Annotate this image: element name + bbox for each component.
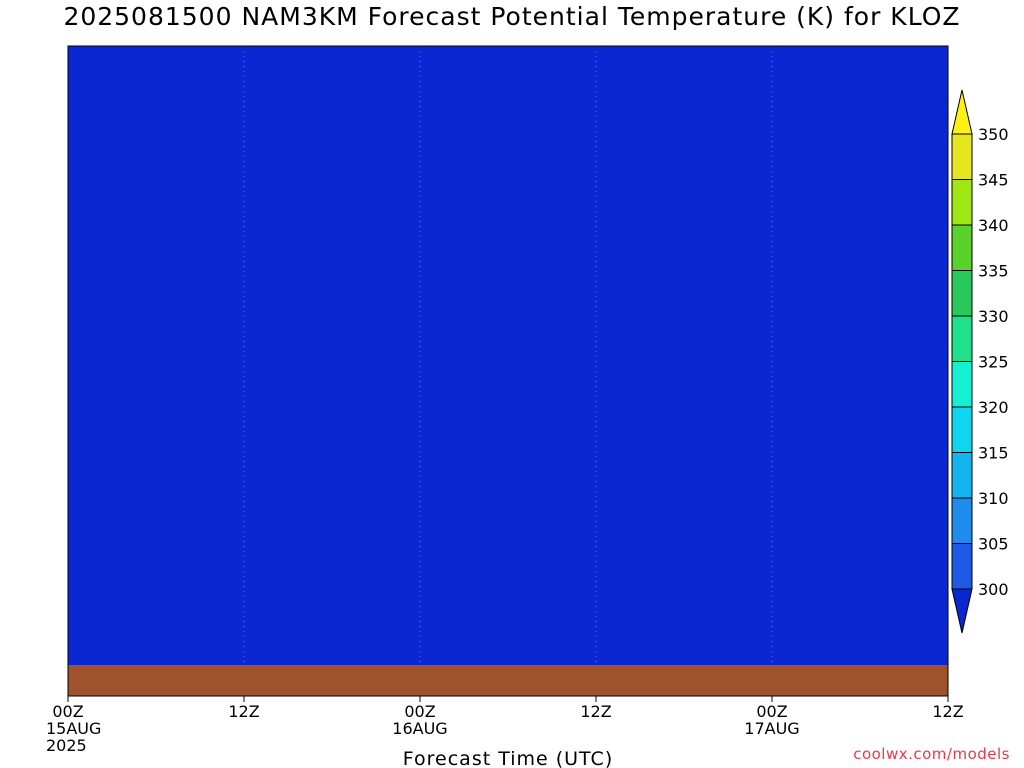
band-above-300 — [68, 0, 948, 44]
x-tick-label-24-0: 00Z — [404, 702, 435, 721]
colorbar-label-300: 300 — [978, 580, 1009, 599]
colorbar-segment-305 — [951, 497, 973, 544]
band-above-345 — [68, 0, 948, 44]
colorbar-label-325: 325 — [978, 353, 1009, 372]
ground-surface — [68, 665, 948, 696]
colorbar-segment-345 — [951, 133, 973, 180]
band-above-335 — [68, 0, 948, 44]
x-tick-label-0-1: 15AUG — [46, 719, 101, 738]
colorbar-label-320: 320 — [978, 398, 1009, 417]
colorbar-label-330: 330 — [978, 307, 1009, 326]
credit-text: coolwx.com/models — [853, 745, 1010, 763]
plot-frame — [67, 45, 949, 697]
x-tick-label-0-0: 00Z — [52, 702, 83, 721]
colorbar-label-305: 305 — [978, 535, 1009, 554]
colorbar-segment-330 — [951, 270, 973, 317]
band-above-315 — [68, 0, 948, 44]
colorbar-arrow-top — [951, 89, 973, 135]
band-above-305 — [68, 0, 948, 44]
x-tick-label-60-0: 12Z — [932, 702, 963, 721]
colorbar-segment-315 — [951, 406, 973, 453]
x-tick-label-48-0: 00Z — [756, 702, 787, 721]
x-axis-label: Forecast Time (UTC) — [403, 748, 613, 768]
colorbar-label-310: 310 — [978, 489, 1009, 508]
colorbar-label-335: 335 — [978, 262, 1009, 281]
colorbar-segment-335 — [951, 224, 973, 271]
chart-title: 2025081500 NAM3KM Forecast Potential Tem… — [63, 2, 961, 31]
colorbar-label-350: 350 — [978, 125, 1009, 144]
colorbar-arrow-bottom — [951, 588, 973, 634]
x-tick-label-36-0: 12Z — [580, 702, 611, 721]
band-above-325 — [68, 0, 948, 44]
colorbar-segment-325 — [951, 315, 973, 362]
band-above-330 — [68, 0, 948, 44]
colorbar-segment-320 — [951, 361, 973, 408]
band-below-300 — [68, 46, 948, 696]
colorbar-label-340: 340 — [978, 216, 1009, 235]
band-above-350 — [68, 0, 948, 44]
colorbar-label-345: 345 — [978, 171, 1009, 190]
colorbar-label-315: 315 — [978, 444, 1009, 463]
x-tick-label-0-2: 2025 — [46, 736, 87, 755]
colorbar-segment-340 — [951, 179, 973, 226]
colorbar: 300 305 310 315 320 325 330 335 340 345 350 — [951, 89, 1009, 634]
grid — [68, 46, 948, 696]
filled-contours — [68, 0, 948, 696]
x-tick-label-48-1: 17AUG — [744, 719, 799, 738]
x-tick-label-24-1: 16AUG — [392, 719, 447, 738]
colorbar-segment-300 — [951, 543, 973, 590]
colorbar-segment-310 — [951, 452, 973, 499]
band-above-340 — [68, 0, 948, 44]
band-above-320 — [68, 0, 948, 44]
x-tick-label-12-0: 12Z — [228, 702, 259, 721]
band-above-310 — [68, 0, 948, 44]
